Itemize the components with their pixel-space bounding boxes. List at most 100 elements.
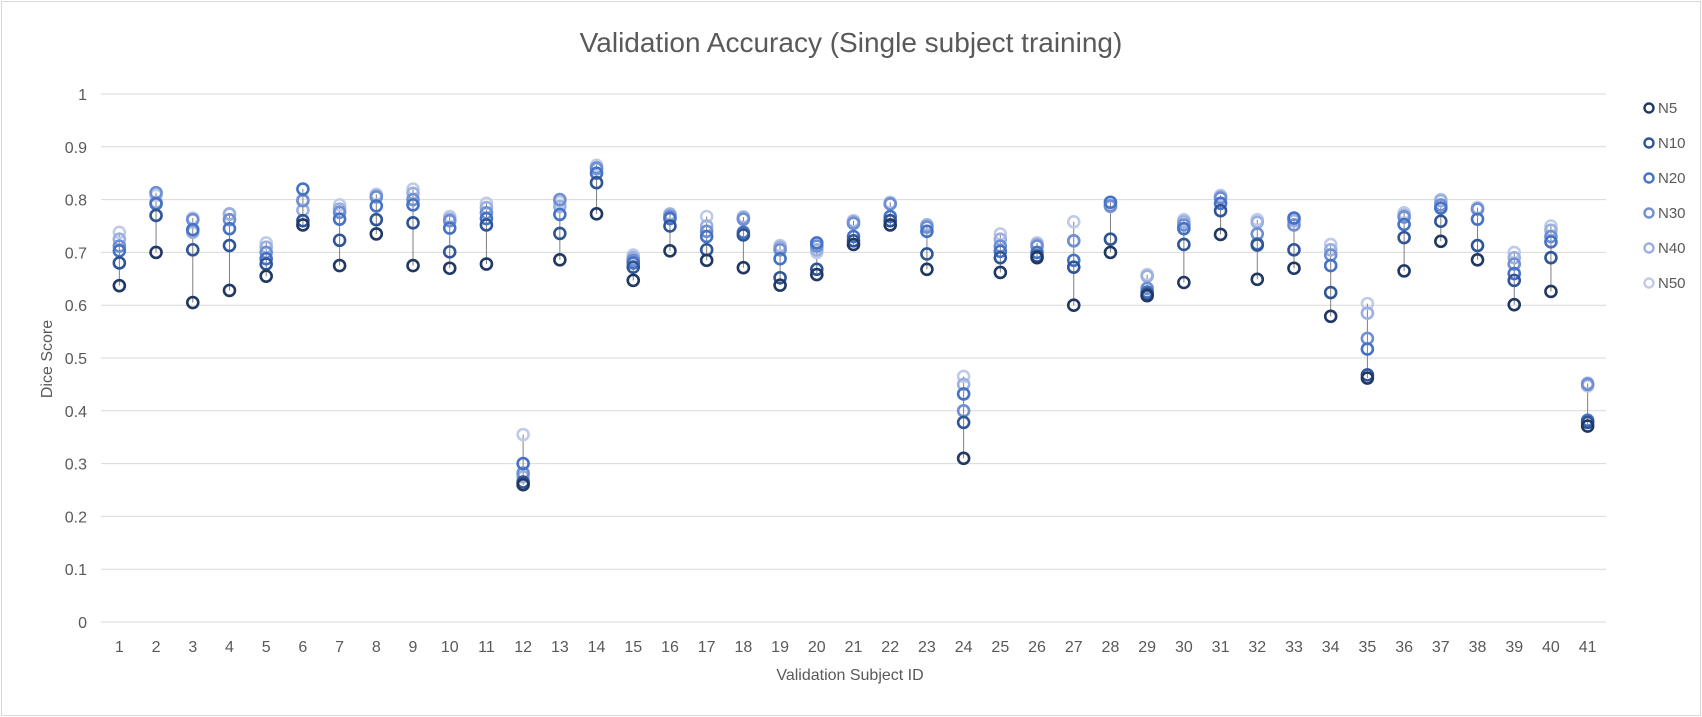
x-tick-label: 4: [225, 639, 234, 656]
data-point-n20: [589, 166, 604, 180]
x-tick-label: 23: [918, 639, 936, 656]
data-point-n10: [1103, 232, 1118, 246]
x-tick-label: 41: [1579, 639, 1597, 656]
data-point-n5: [1507, 297, 1522, 312]
data-point-n5: [1250, 272, 1265, 287]
data-point-n5: [112, 278, 127, 293]
data-point-n5: [1066, 298, 1081, 313]
data-point-n20: [699, 229, 714, 244]
data-point-n30: [736, 212, 751, 226]
data-point-n20: [883, 209, 898, 224]
data-point-n30: [296, 193, 310, 208]
legend-marker-n10: [1643, 137, 1655, 149]
x-tick-label: 26: [1028, 639, 1046, 656]
data-point-n5: [516, 477, 530, 492]
data-point-n10: [1544, 250, 1558, 265]
data-point-n5: [663, 244, 677, 258]
data-point-n40: [1140, 269, 1154, 283]
x-tick-label: 35: [1359, 639, 1377, 656]
data-point-n5: [883, 218, 898, 232]
x-tick-label: 33: [1285, 639, 1303, 656]
data-point-n20: [332, 212, 347, 226]
data-point-n5: [1434, 234, 1448, 249]
x-tick-label: 39: [1505, 639, 1523, 656]
data-point-n5: [736, 260, 751, 275]
x-tick-label: 16: [661, 639, 679, 656]
data-point-n5: [1213, 227, 1228, 242]
data-point-n50: [259, 236, 273, 250]
data-point-n5: [956, 451, 971, 466]
data-point-n30: [369, 190, 384, 204]
x-tick-label: 32: [1248, 639, 1266, 656]
data-point-n5: [1177, 275, 1191, 290]
x-tick-label: 17: [698, 639, 716, 656]
data-point-n10: [589, 175, 604, 190]
x-tick-label: 21: [845, 639, 863, 656]
data-point-n20: [846, 229, 861, 244]
data-point-n30: [773, 242, 787, 257]
data-point-n50: [956, 369, 971, 384]
legend-label-n30: N30: [1658, 205, 1686, 222]
data-point-n10: [1287, 242, 1301, 257]
legend-marker-n20: [1643, 172, 1655, 184]
data-point-n5: [442, 261, 457, 276]
data-point-n10: [1213, 203, 1228, 218]
data-point-n10: [736, 228, 751, 242]
x-tick-label: 20: [808, 639, 826, 656]
data-point-n20: [1360, 342, 1375, 356]
data-point-n20: [222, 221, 237, 236]
data-point-n50: [479, 196, 494, 211]
x-tick-label: 31: [1212, 639, 1230, 656]
data-point-n20: [442, 221, 457, 235]
x-tick-label: 3: [188, 639, 197, 656]
data-point-n5: [1360, 371, 1375, 385]
data-point-n5: [626, 273, 641, 288]
y-tick-label: 0.5: [65, 351, 87, 368]
data-point-n30: [920, 220, 934, 234]
y-tick-label: 0.8: [65, 193, 87, 210]
y-tick-label: 0: [78, 615, 87, 632]
data-point-n20: [1177, 221, 1191, 236]
data-point-n40: [1434, 193, 1448, 208]
data-point-n20: [1507, 266, 1522, 281]
x-tick-label: 34: [1322, 639, 1340, 656]
data-point-n30: [1580, 377, 1595, 392]
data-point-n40: [1323, 242, 1338, 257]
data-point-n40: [553, 199, 567, 214]
y-tick-label: 0.2: [65, 509, 87, 526]
data-point-n50: [1066, 214, 1081, 229]
data-point-n5: [1323, 309, 1338, 324]
data-point-n40: [1360, 306, 1375, 320]
x-tick-label: 29: [1138, 639, 1156, 656]
data-point-n20: [626, 256, 641, 270]
data-point-n40: [1507, 250, 1522, 265]
data-point-n20: [1470, 212, 1485, 226]
y-axis-title: Dice Score: [39, 320, 56, 398]
data-point-n10: [993, 250, 1008, 265]
data-point-n20: [1103, 195, 1118, 210]
x-tick-label: 12: [514, 639, 532, 656]
data-point-n5: [1397, 264, 1411, 278]
data-point-n10: [222, 238, 237, 253]
data-point-n5: [1544, 284, 1558, 299]
data-point-n30: [1507, 257, 1522, 271]
data-point-n5: [1140, 288, 1154, 303]
data-point-n40: [956, 377, 971, 392]
data-point-n5: [185, 295, 200, 310]
data-point-n10: [149, 208, 163, 223]
x-tick-label: 37: [1432, 639, 1450, 656]
data-point-n40: [1250, 215, 1265, 230]
y-tick-label: 0.7: [65, 245, 87, 262]
data-point-n10: [442, 245, 457, 259]
data-point-n5: [993, 265, 1008, 280]
x-tick-label: 8: [372, 639, 381, 656]
data-point-n20: [920, 224, 934, 239]
data-point-n20: [296, 182, 310, 196]
data-point-n30: [222, 212, 237, 227]
y-tick-label: 0.6: [65, 298, 87, 315]
data-point-n50: [699, 209, 714, 224]
x-tick-label: 18: [734, 639, 752, 656]
data-point-n20: [1544, 235, 1558, 249]
